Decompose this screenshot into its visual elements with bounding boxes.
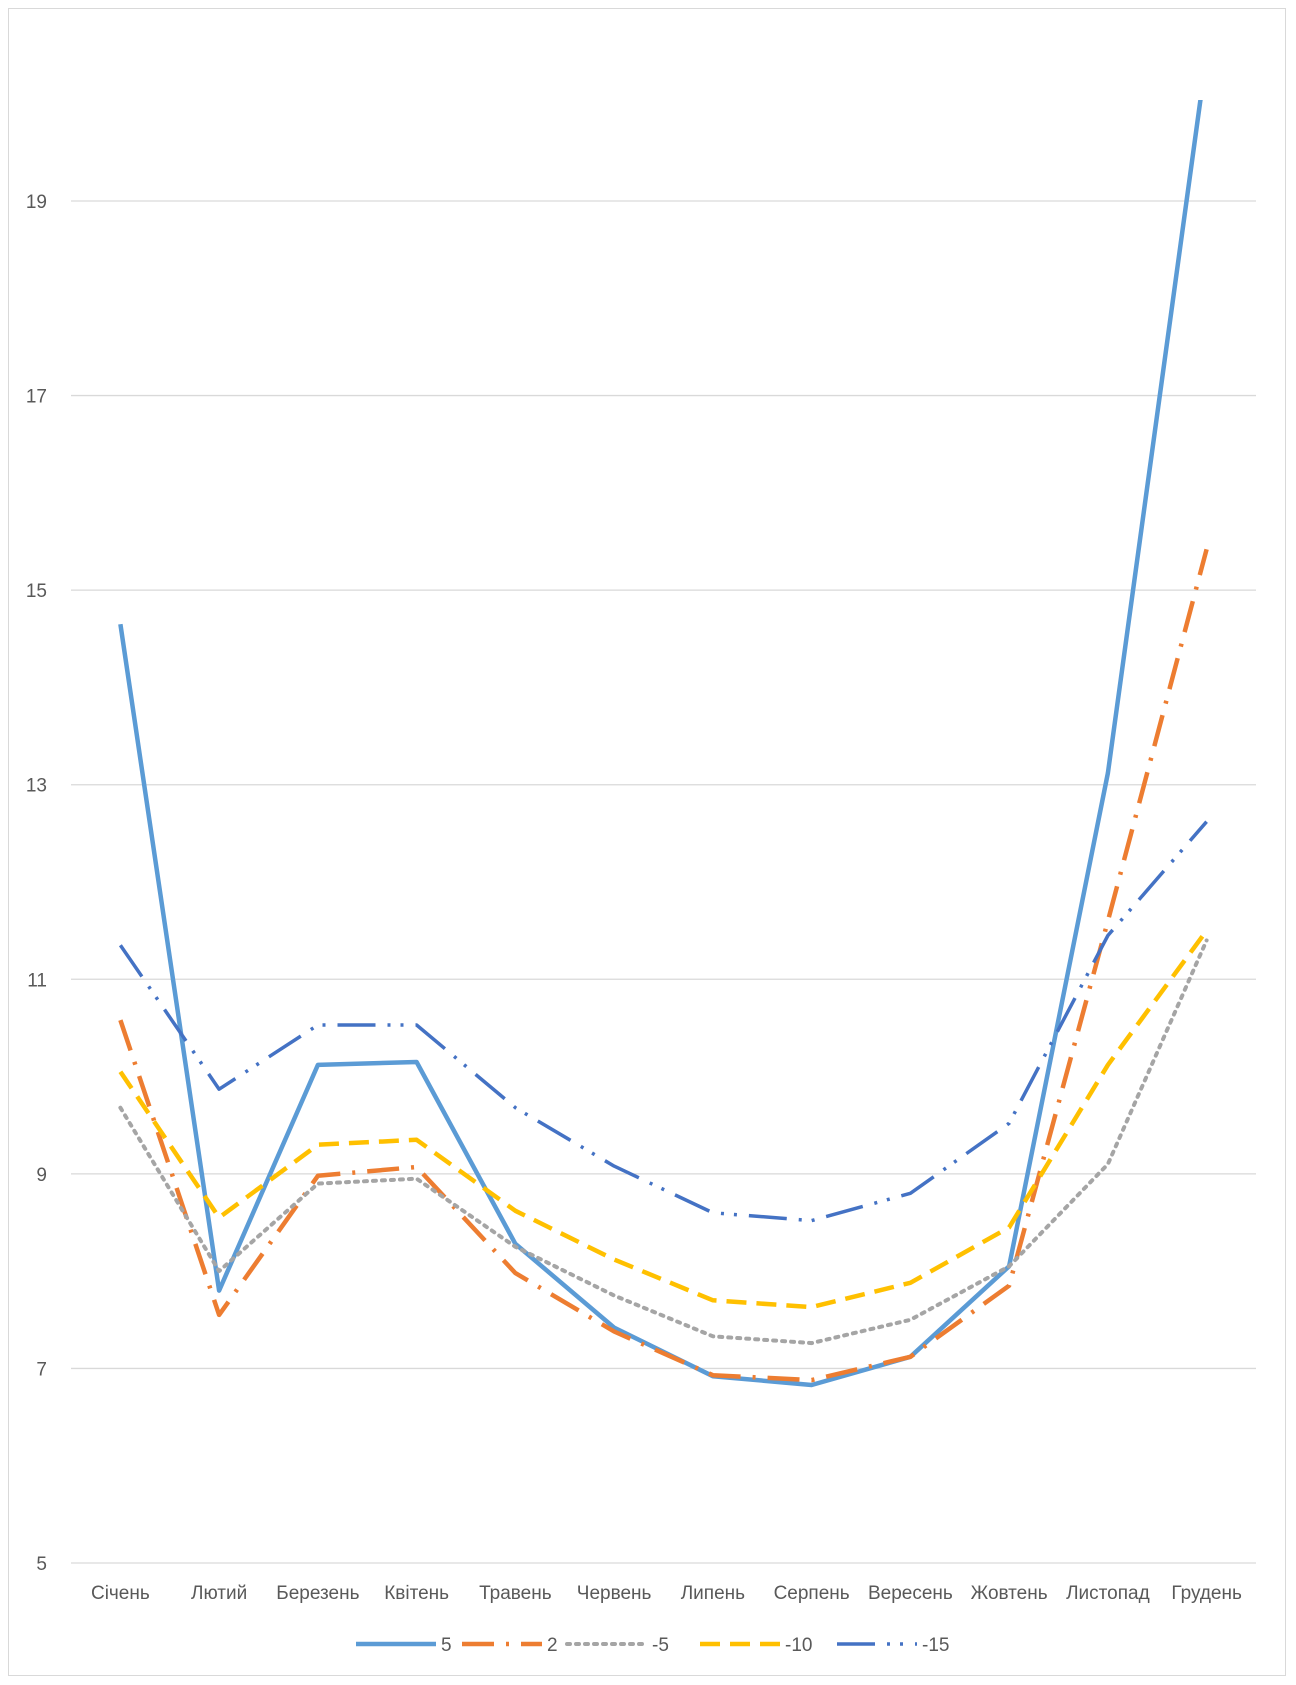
y-tick-label: 7 <box>36 1359 47 1380</box>
legend-label: -10 <box>785 1635 812 1656</box>
series-line-2 <box>118 548 1209 1383</box>
x-tick-label: Травень <box>479 1583 552 1604</box>
legend-label: -15 <box>922 1635 949 1656</box>
x-axis: Січень Лютий Березень Квітень Травень Червень… <box>91 1583 1242 1604</box>
x-tick-label: Листопад <box>1066 1583 1150 1604</box>
x-tick-label: Серпень <box>774 1583 850 1604</box>
series-line--15 <box>118 820 1208 1223</box>
chart-frame <box>8 8 1286 1676</box>
series-line--10 <box>118 929 1209 1310</box>
x-tick-label: Вересень <box>868 1583 953 1604</box>
x-tick-label: Липень <box>681 1583 745 1604</box>
y-tick-label: 17 <box>26 387 47 408</box>
x-tick-label: Січень <box>91 1583 150 1604</box>
legend-label: 2 <box>547 1635 558 1656</box>
series-line--5 <box>118 938 1209 1346</box>
x-tick-label: Жовтень <box>971 1583 1048 1604</box>
x-tick-label: Грудень <box>1171 1583 1242 1604</box>
y-tick-label: 19 <box>26 192 47 213</box>
y-tick-label: 15 <box>26 581 47 602</box>
y-tick-label: 5 <box>36 1554 47 1575</box>
legend: 5 2 -5 -10 -15 <box>356 1635 949 1656</box>
series-line-5 <box>118 100 1203 1388</box>
legend-label: 5 <box>441 1635 452 1656</box>
x-tick-label: Лютий <box>191 1583 247 1604</box>
y-axis: 5 7 9 11 13 15 17 19 <box>26 192 47 1575</box>
y-tick-label: 13 <box>26 776 47 797</box>
x-tick-label: Квітень <box>384 1583 449 1604</box>
y-tick-label: 11 <box>27 970 47 991</box>
series-lines <box>118 100 1209 1388</box>
gridlines <box>71 200 1256 1564</box>
legend-label: -5 <box>652 1635 669 1656</box>
y-tick-label: 9 <box>36 1165 47 1186</box>
x-tick-label: Березень <box>276 1583 359 1604</box>
x-tick-label: Червень <box>577 1583 652 1604</box>
